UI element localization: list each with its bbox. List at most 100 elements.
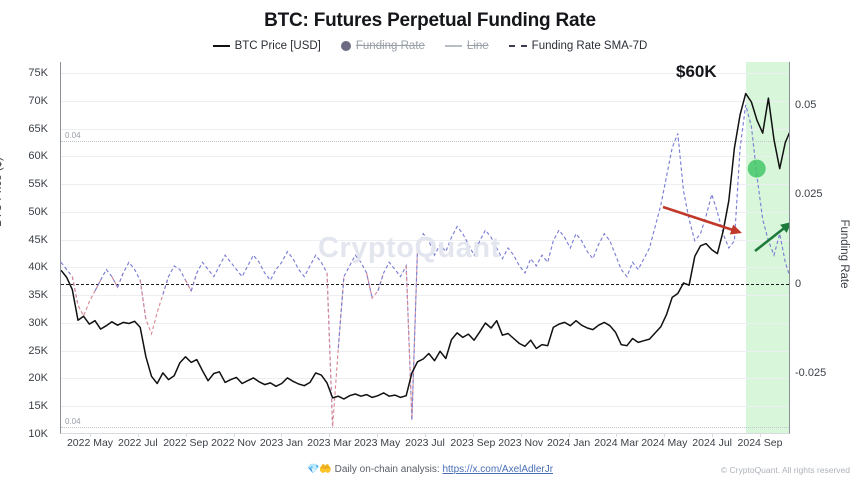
legend-item-btc-price[interactable]: BTC Price [USD] <box>212 40 321 52</box>
price-annotation-60k: $60K <box>676 62 717 81</box>
x-axis-tick: 2023 May <box>354 437 401 449</box>
x-axis-tick: 2022 Jul <box>117 437 158 449</box>
zero-reference-line <box>61 283 789 285</box>
footer-link[interactable]: https://x.com/AxelAdlerJr <box>442 464 554 475</box>
x-axis-tick-mark <box>329 433 331 437</box>
gridline <box>61 350 789 352</box>
gridline <box>61 100 789 102</box>
x-axis-tick: 2022 Nov <box>211 437 257 449</box>
legend-label: BTC Price [USD] <box>234 40 321 52</box>
y-axis-left-tick: 75K <box>28 67 48 80</box>
x-axis-tick-mark <box>664 433 666 437</box>
y-axis-left-tick: 40K <box>28 261 48 274</box>
gem-hands-icon: 💎🤲 <box>306 464 332 475</box>
x-axis-tick-mark <box>185 433 187 437</box>
x-axis-tick: 2024 Jul <box>692 437 732 449</box>
x-axis-tick: 2022 Sep <box>163 437 209 449</box>
gridline <box>61 406 789 408</box>
chart-legend: BTC Price [USD] Funding Rate Line Fundin… <box>0 40 860 52</box>
gridline <box>61 128 789 130</box>
x-axis-tick-mark <box>90 433 91 437</box>
x-axis-tick-mark <box>568 433 570 437</box>
legend-swatch-line-icon <box>212 45 230 47</box>
series-canvas <box>61 92 789 427</box>
x-axis-tick-mark <box>472 433 474 437</box>
funding-rate-sma-line <box>405 247 419 420</box>
x-axis-tick: 2024 May <box>641 437 688 449</box>
gridline <box>61 184 789 186</box>
legend-label: Line <box>466 40 489 52</box>
x-axis-tick: 2023 Jan <box>259 437 304 449</box>
gridline <box>61 156 789 158</box>
x-axis-tick: 2024 Sep <box>737 437 783 449</box>
x-axis-tick-mark <box>520 433 522 437</box>
funding-rate-sma-line <box>190 250 334 427</box>
x-axis-tick-mark <box>616 433 618 437</box>
x-axis-tick-mark <box>377 433 379 437</box>
x-axis-tick-mark <box>137 433 139 437</box>
funding-rate-sma-line <box>162 265 192 295</box>
y-axis-right-tick: -0.025 <box>795 367 827 380</box>
funding-rate-uptrend-arrow <box>754 222 789 253</box>
funding-rate-sma-line <box>94 268 119 292</box>
x-axis-tick: 2023 Sep <box>450 437 496 449</box>
x-axis-tick: 2023 Jul <box>405 437 445 449</box>
y-axis-left-tick: 45K <box>28 233 48 246</box>
x-axis-tick-mark <box>712 433 714 437</box>
y-axis-left-tick: 50K <box>28 205 48 218</box>
gridline <box>61 267 789 269</box>
reference-gridline-label: 0.04 <box>65 416 81 426</box>
x-axis-tick: 2023 Mar <box>307 437 352 449</box>
page-title: BTC: Futures Perpetual Funding Rate <box>264 10 596 31</box>
gridline <box>61 239 789 241</box>
gridline <box>61 295 789 297</box>
reference-gridline-label: 0.04 <box>65 130 81 140</box>
funding-rate-sma-line <box>326 272 345 427</box>
funding-rate-downtrend-arrow <box>662 205 742 235</box>
y-axis-left-tick: 25K <box>28 344 48 357</box>
y-axis-left-tick: 55K <box>28 178 48 191</box>
y-axis-right: 0.05 0.025 0 -0.025 <box>795 62 855 434</box>
copyright-notice: © CryptoQuant. All rights reserved <box>720 465 850 475</box>
highlight-marker-dot <box>747 159 766 178</box>
x-axis-tick: 2023 Nov <box>498 437 544 449</box>
reference-gridline <box>61 140 789 142</box>
y-axis-left-tick: 30K <box>28 316 48 329</box>
reference-gridline <box>61 426 789 428</box>
legend-item-funding-rate[interactable]: Funding Rate <box>340 40 425 52</box>
funding-rate-sma-line <box>117 261 147 320</box>
legend-swatch-dash-icon <box>508 45 527 47</box>
legend-label: Funding Rate SMA-7D <box>531 40 648 52</box>
x-axis: 2022 May 2022 Jul 2022 Sep 2022 Nov 2023 Jan… <box>60 433 790 455</box>
x-axis-tick-mark <box>233 433 235 437</box>
legend-swatch-line-icon <box>444 45 462 47</box>
y-axis-left-title: BTC Price ($) <box>0 157 4 227</box>
y-axis-left-tick: 20K <box>28 372 48 385</box>
plot-inner: 0.04 0.04 <box>61 62 789 433</box>
funding-rate-sma-line <box>411 104 789 420</box>
legend-swatch-dot-icon <box>340 41 351 51</box>
y-axis-right-tick: 0.025 <box>795 188 823 201</box>
btc-price-line <box>61 92 789 400</box>
y-axis-left-tick: 65K <box>28 122 48 135</box>
y-axis-right-tick: 0.05 <box>795 98 817 111</box>
y-axis-left-tick: 15K <box>28 400 48 413</box>
gridline <box>61 322 789 324</box>
plot-area: 0.04 0.04 <box>60 62 790 434</box>
gridline <box>61 73 789 75</box>
y-axis-left-tick: 10K <box>28 428 48 440</box>
y-axis-left: 10K 15K 20K 25K 30K 35K 40K 45K 50K 55K 60K 65K 70K 7… <box>0 62 56 440</box>
gridline <box>61 211 789 213</box>
x-axis-tick: 2022 May <box>66 437 114 449</box>
funding-rate-sma-line <box>337 254 373 349</box>
legend-item-line[interactable]: Line <box>444 40 489 52</box>
funding-rate-sma-line <box>139 276 170 336</box>
footer-credit: 💎🤲 Daily on-chain analysis: https://x.co… <box>0 464 860 475</box>
y-axis-right-title: Funding Rate <box>838 219 850 289</box>
footer-text: Daily on-chain analysis: <box>334 464 440 475</box>
legend-item-funding-rate-sma[interactable]: Funding Rate SMA-7D <box>508 40 648 52</box>
funding-rate-sma-line <box>184 272 198 293</box>
funding-rate-sma-line <box>71 276 102 318</box>
y-axis-left-tick: 70K <box>28 94 48 107</box>
